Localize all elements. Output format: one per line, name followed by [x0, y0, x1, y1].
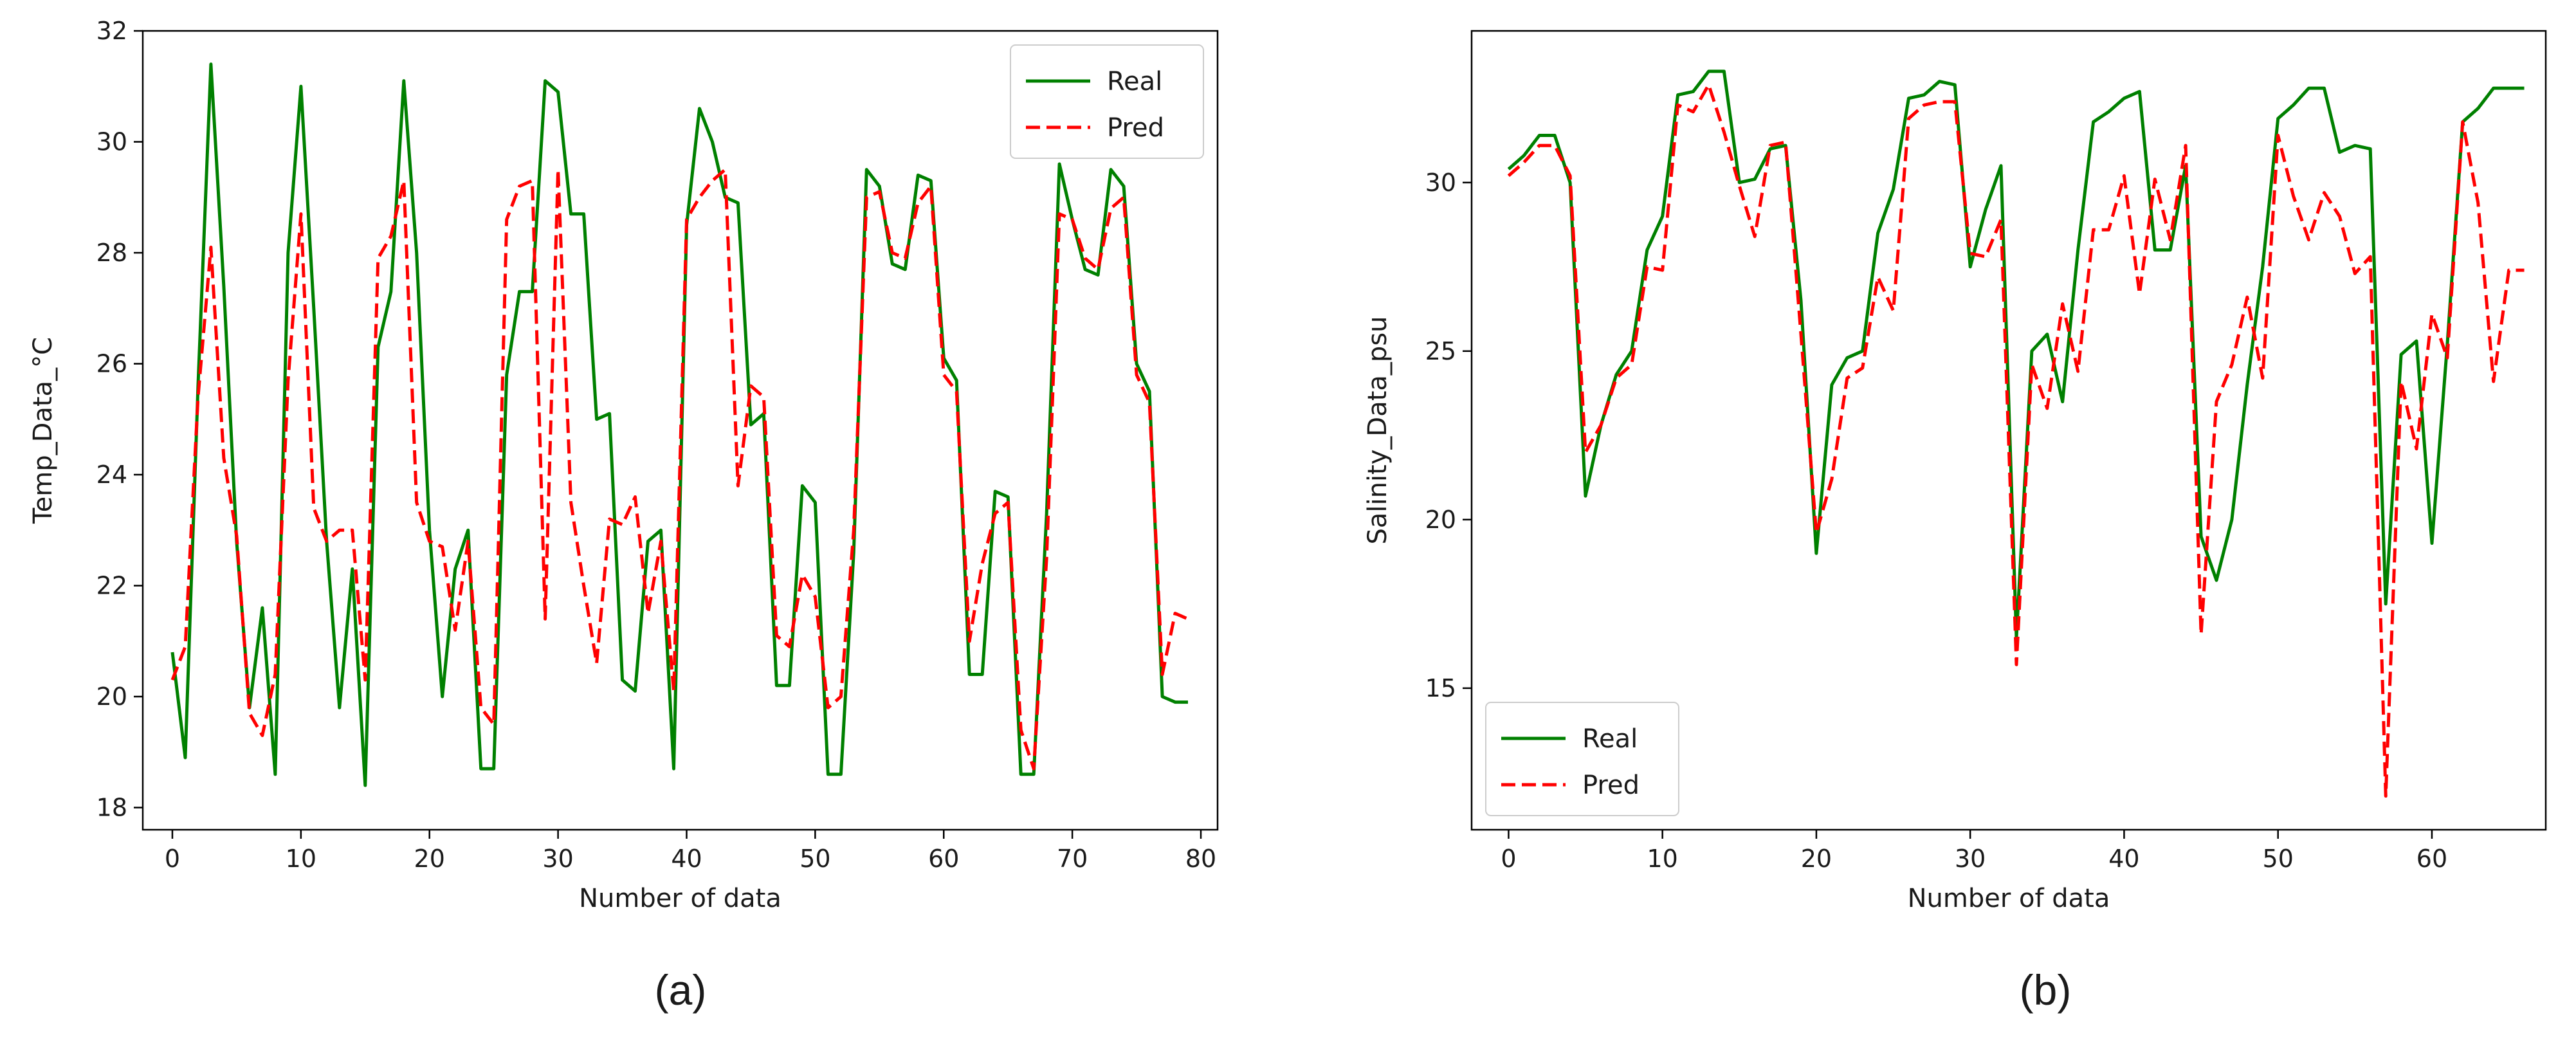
salinity-y-tick-label: 15	[1425, 674, 1456, 702]
temp-y-axis-label: Temp_Data_°C	[28, 337, 58, 524]
salinity-series-pred-line	[1507, 83, 2525, 798]
temp-x-tick-label: 60	[928, 845, 959, 873]
temp-y-tick-label: 28	[96, 239, 127, 267]
salinity-x-tick-label: 0	[1501, 845, 1516, 873]
temp-legend: Real Pred	[1010, 44, 1204, 159]
temp-x-tick-label: 50	[799, 845, 830, 873]
temp-plot-frame	[142, 30, 1219, 831]
temp-legend-label-pred: Pred	[1107, 113, 1164, 143]
temp-x-tick-label: 10	[286, 845, 316, 873]
salinity-x-tick-label: 10	[1647, 845, 1677, 873]
temp-y-tick-label: 20	[96, 682, 127, 711]
temp-x-tick-label: 30	[542, 845, 573, 873]
salinity-legend-box	[1485, 702, 1679, 816]
temp-legend-box	[1010, 44, 1204, 159]
temp-x-tick-label: 70	[1057, 845, 1088, 873]
temp-y-tick-label: 26	[96, 350, 127, 378]
temp-y-tick-label: 32	[96, 17, 127, 45]
salinity-y-tick-label: 25	[1425, 337, 1456, 365]
salinity-x-tick-label: 50	[2263, 845, 2294, 873]
temp-y-tick-label: 30	[96, 128, 127, 156]
temp-x-tick-label: 80	[1185, 845, 1216, 873]
temp-x-tick-label: 0	[165, 845, 180, 873]
salinity-x-tick-label: 60	[2416, 845, 2447, 873]
salinity-legend-label-pred: Pred	[1582, 771, 1640, 800]
temp-legend-label-real: Real	[1107, 67, 1162, 96]
temp-series-pred-line	[170, 168, 1189, 771]
panel-caption-a: (a)	[655, 966, 707, 1014]
temperature-chart-panel: 0 10 20 30 40 50 60 70 80 18 20 22 24 26 28 30 32 Number …	[28, 17, 1219, 913]
salinity-x-axis-label: Number of data	[1908, 884, 2110, 913]
panel-caption-b: (b)	[2020, 966, 2072, 1014]
salinity-x-tick-label: 20	[1801, 845, 1832, 873]
salinity-legend: Real Pred	[1485, 702, 1679, 816]
temp-y-tick-label: 18	[96, 794, 127, 822]
temp-y-tick-label: 22	[96, 572, 127, 600]
salinity-plot-frame	[1470, 30, 2547, 831]
salinity-legend-label-real: Real	[1582, 724, 1638, 754]
salinity-x-tick-label: 40	[2108, 845, 2139, 873]
temp-y-tick-label: 24	[96, 461, 127, 489]
temp-x-tick-label: 20	[414, 845, 445, 873]
temp-x-tick-label: 40	[671, 845, 702, 873]
salinity-chart-panel: 0 10 20 30 40 50 60 15 20 25 30 Number of data Salin…	[1363, 30, 2547, 913]
salinity-y-axis-label: Salinity_Data_psu	[1363, 316, 1393, 544]
salinity-y-tick-label: 20	[1425, 506, 1456, 534]
salinity-y-tick-label: 30	[1425, 169, 1456, 197]
temp-x-axis-label: Number of data	[579, 884, 781, 913]
salinity-x-tick-label: 30	[1955, 845, 1986, 873]
